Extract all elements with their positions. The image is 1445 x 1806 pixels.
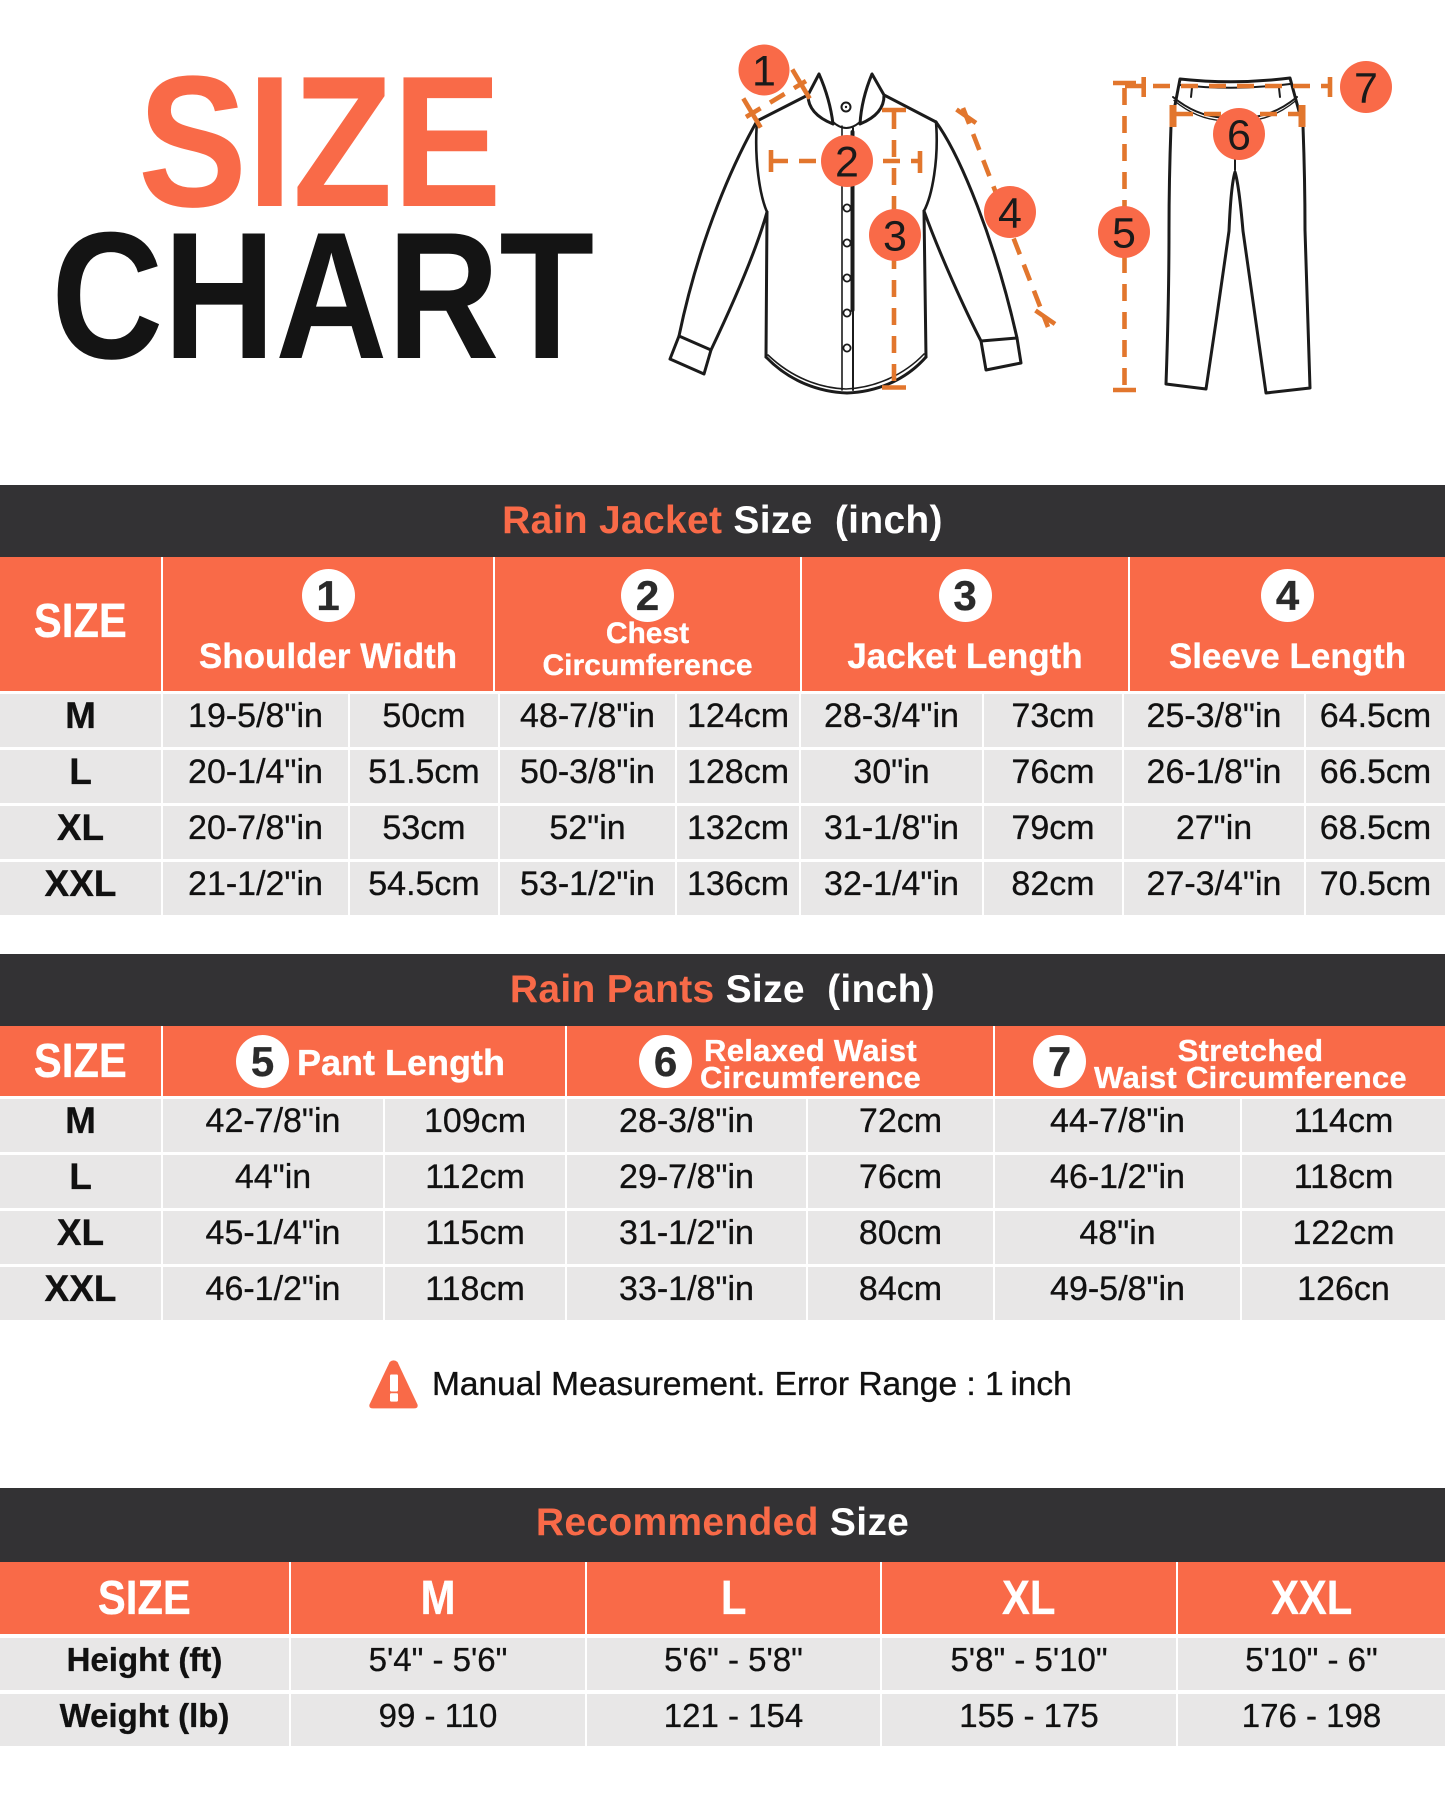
svg-text:7: 7: [1354, 65, 1378, 113]
svg-text:5: 5: [1112, 210, 1136, 258]
svg-text:1: 1: [752, 48, 776, 96]
svg-text:6: 6: [1227, 112, 1251, 160]
svg-text:3: 3: [883, 213, 907, 261]
svg-text:2: 2: [835, 139, 859, 187]
svg-text:4: 4: [998, 190, 1022, 238]
